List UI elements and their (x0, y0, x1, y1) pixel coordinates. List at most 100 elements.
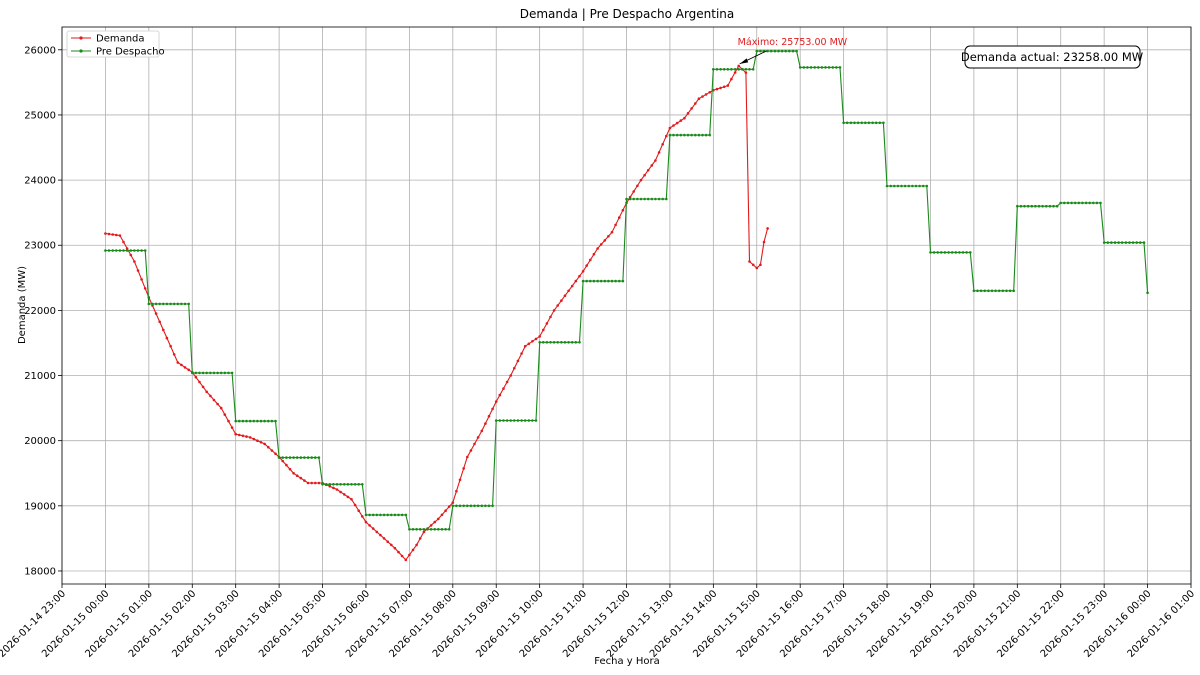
series-demanda (104, 64, 769, 562)
max-annotation-label: Máximo: 25753.00 MW (738, 37, 848, 48)
data-point (368, 524, 371, 527)
data-point (295, 474, 299, 478)
data-point (491, 407, 494, 411)
data-point (505, 380, 509, 384)
data-point (393, 546, 397, 550)
data-point (795, 49, 798, 53)
data-point (353, 503, 357, 507)
data-point (361, 483, 364, 486)
data-point (581, 270, 585, 273)
y-tick-label: 21000 (24, 371, 56, 382)
data-point (990, 289, 994, 293)
data-point (295, 456, 299, 459)
data-point (940, 251, 943, 254)
data-point (755, 49, 759, 53)
data-point (560, 299, 563, 302)
data-point (733, 68, 737, 71)
data-point (744, 68, 748, 71)
data-point (371, 527, 375, 530)
data-point (675, 133, 679, 137)
data-point (1066, 201, 1070, 205)
data-point (538, 341, 541, 344)
data-point (245, 419, 248, 423)
data-point (527, 419, 531, 422)
data-point (672, 124, 675, 127)
data-point (466, 504, 469, 508)
data-point (578, 274, 581, 278)
data-point (1073, 201, 1077, 205)
data-point (719, 86, 722, 90)
data-point (900, 184, 903, 188)
data-point (292, 472, 295, 475)
data-point (194, 375, 198, 379)
data-point (285, 463, 288, 467)
data-point (259, 441, 263, 444)
y-tick-label: 24000 (24, 176, 56, 187)
data-point (198, 380, 201, 384)
data-point (538, 335, 541, 338)
data-point (252, 437, 256, 441)
data-point (744, 71, 748, 74)
data-point (1070, 201, 1073, 205)
legend-label: Pre Despacho (96, 47, 165, 58)
data-point (914, 184, 918, 188)
data-point (122, 249, 125, 252)
data-point (169, 302, 172, 306)
data-point (111, 249, 114, 252)
legend: Demanda Pre Despacho (66, 30, 165, 58)
data-point (238, 433, 241, 437)
data-point (400, 554, 404, 558)
data-point (455, 489, 458, 493)
data-point (1124, 241, 1128, 244)
data-point (227, 419, 230, 423)
data-point (925, 184, 929, 188)
data-point (480, 504, 484, 508)
data-point (791, 49, 795, 53)
data-point (827, 66, 831, 69)
data-point (1041, 204, 1044, 208)
data-point (462, 467, 466, 470)
data-point (570, 284, 574, 288)
data-point (1135, 241, 1138, 244)
data-point (162, 302, 165, 306)
legend-label: Demanda (96, 34, 145, 45)
data-point (281, 459, 285, 463)
data-point (469, 504, 473, 508)
data-point (599, 279, 603, 283)
data-point (1059, 201, 1062, 205)
data-point (639, 178, 643, 182)
data-point (201, 371, 205, 375)
data-point (585, 279, 588, 283)
data-point (104, 232, 107, 235)
data-point (230, 371, 234, 375)
data-point (534, 337, 538, 341)
data-point (270, 449, 274, 452)
data-point (534, 419, 538, 422)
data-point (788, 49, 791, 53)
data-point (390, 543, 393, 547)
data-point (368, 513, 371, 517)
data-point (332, 486, 335, 490)
data-point (451, 501, 455, 504)
data-point (209, 394, 212, 398)
data-point (267, 445, 270, 449)
data-point (306, 456, 310, 459)
data-point (549, 341, 552, 344)
data-point (1008, 289, 1012, 293)
data-point (404, 513, 408, 517)
data-point (1142, 241, 1146, 244)
data-point (339, 483, 342, 486)
data-point (701, 133, 704, 137)
data-point (422, 530, 426, 534)
data-point (433, 528, 437, 531)
y-tick-label: 25000 (24, 110, 56, 121)
data-point (187, 368, 190, 372)
data-point (563, 341, 567, 344)
data-point (447, 505, 451, 508)
data-point (143, 249, 147, 252)
series-layer (104, 49, 1149, 562)
data-point (621, 279, 625, 283)
data-point (248, 419, 252, 423)
data-point (860, 121, 863, 125)
data-point (657, 197, 661, 201)
